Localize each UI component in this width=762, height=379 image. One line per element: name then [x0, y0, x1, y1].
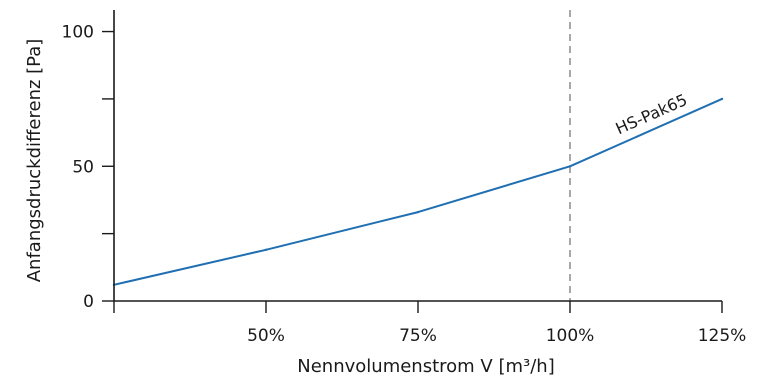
x-tick-label-4: 125% [698, 326, 747, 346]
ticks-group: 50% 75% 100% 125% 0 50 100 [62, 23, 747, 346]
x-tick-label-2: 75% [399, 326, 437, 346]
y-tick-label-0: 0 [83, 292, 94, 312]
data-point-0-2 [416, 210, 420, 214]
series-group: HS-Pak65 [112, 90, 724, 287]
data-point-0-3 [568, 165, 572, 168]
data-point-0-4 [720, 97, 724, 101]
x-tick-label-3: 100% [546, 326, 595, 346]
axes-group [113, 10, 722, 302]
y-tick-label-4: 100 [62, 23, 94, 43]
x-tick-label-1: 50% [247, 326, 285, 346]
y-tick-label-2: 50 [72, 157, 94, 177]
y-axis-title: Anfangsdruckdifferenz [Pa] [24, 39, 45, 283]
data-point-0-1 [264, 248, 268, 252]
x-axis-title: Nennvolumenstrom V [m³/h] [297, 356, 554, 377]
